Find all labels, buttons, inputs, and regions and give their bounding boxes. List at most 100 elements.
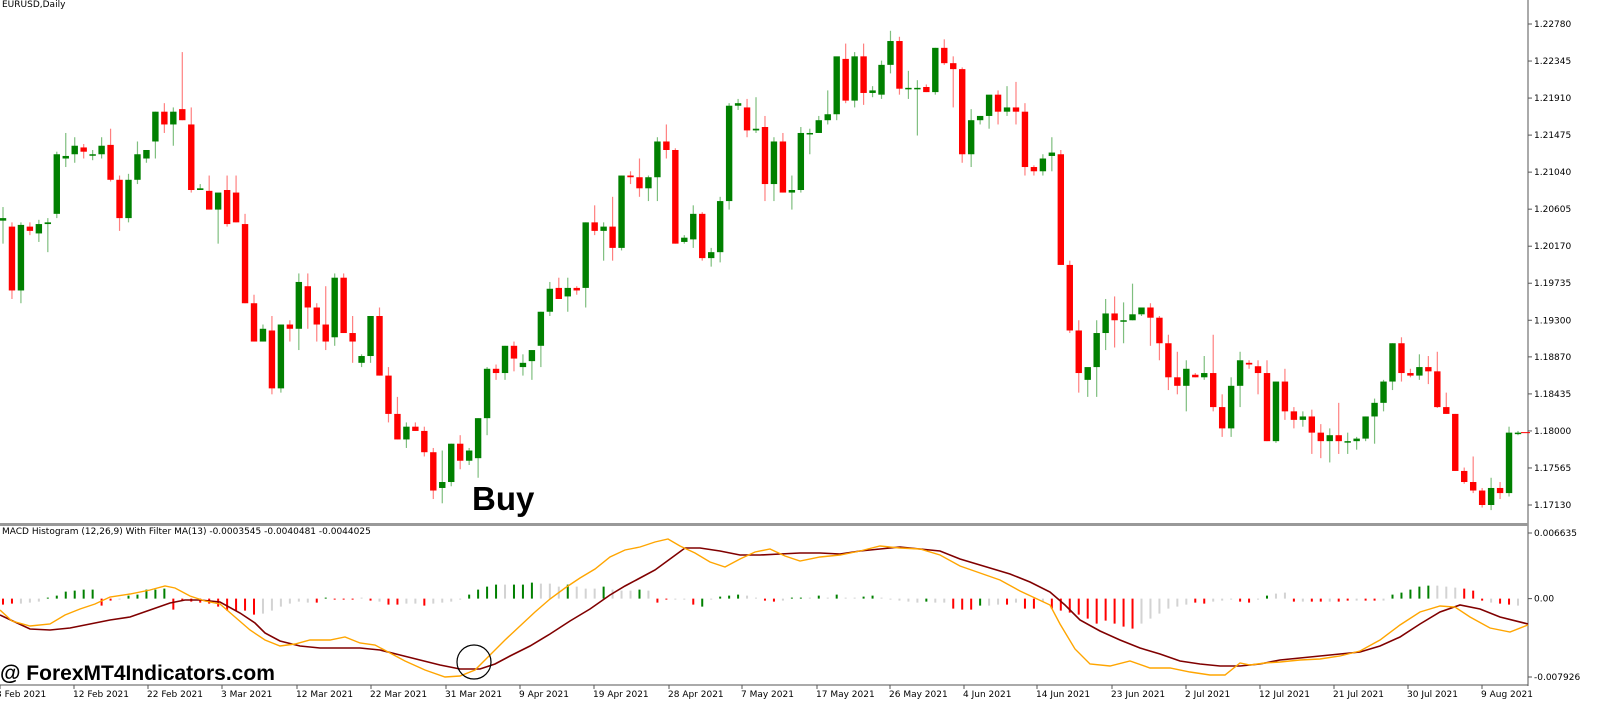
candle <box>555 277 562 299</box>
candle <box>358 354 365 368</box>
candle <box>1326 428 1333 463</box>
candle <box>322 286 329 351</box>
candle <box>1138 307 1145 317</box>
date-tick-label: 22 Mar 2021 <box>370 690 427 700</box>
candle <box>259 324 267 342</box>
candle <box>1227 377 1235 437</box>
candle <box>456 435 464 470</box>
candle <box>1245 360 1253 369</box>
price-tick-label: 1.22780 <box>1534 20 1571 30</box>
candle <box>1452 413 1459 471</box>
candle <box>35 219 43 242</box>
candle <box>618 175 625 251</box>
candle <box>1129 283 1136 321</box>
date-tick-label: 17 May 2021 <box>816 690 875 700</box>
candle <box>367 316 374 363</box>
candle <box>1478 487 1486 508</box>
candle <box>761 115 769 202</box>
indicator-tick-label: -0.007926 <box>1534 673 1580 683</box>
candle <box>1362 416 1369 442</box>
candle <box>1416 354 1423 380</box>
indicator-tick-label: 0.00 <box>1534 595 1554 605</box>
candle <box>1066 260 1073 334</box>
candle <box>923 84 930 93</box>
candle <box>1183 360 1190 412</box>
date-tick-label: 23 Jun 2021 <box>1111 690 1165 700</box>
candle <box>941 39 948 65</box>
candle <box>313 303 320 342</box>
date-tick-label: 12 Feb 2021 <box>73 690 129 700</box>
candle <box>62 132 69 168</box>
candle <box>1120 302 1127 344</box>
candle <box>1469 456 1477 494</box>
candle <box>1201 356 1208 380</box>
candle <box>143 149 150 163</box>
date-tick-label: 3 Feb 2021 <box>0 690 46 700</box>
candle <box>636 158 643 197</box>
date-tick-label: 12 Jul 2021 <box>1259 690 1310 700</box>
candle <box>582 222 589 308</box>
price-tick-label: 1.19735 <box>1534 279 1571 289</box>
indicator-axis: 0.006635 0.00 -0.007926 <box>1528 529 1580 683</box>
price-tick-label: 1.21910 <box>1534 94 1571 104</box>
candle <box>959 67 966 163</box>
candle <box>546 281 554 317</box>
candlesticks <box>0 30 1522 511</box>
candle <box>788 175 796 210</box>
candle <box>591 205 598 236</box>
candle <box>842 43 849 104</box>
pane-separator[interactable] <box>0 523 1528 526</box>
candle <box>1021 103 1029 176</box>
candle <box>815 115 822 133</box>
date-tick-label: 9 Apr 2021 <box>519 690 569 700</box>
candle <box>1461 467 1468 484</box>
candle <box>1218 394 1226 437</box>
candle <box>681 235 688 244</box>
candle <box>690 205 697 248</box>
candle <box>976 115 984 125</box>
candle <box>734 98 742 110</box>
candle <box>268 316 276 395</box>
candle <box>241 213 249 304</box>
candle <box>1290 407 1298 429</box>
candle <box>125 173 132 223</box>
candle <box>44 218 52 253</box>
candle <box>1299 411 1307 427</box>
candle <box>179 52 186 121</box>
price-tick-label: 1.18000 <box>1534 427 1571 437</box>
candle <box>1496 482 1504 500</box>
candle <box>1039 154 1047 176</box>
candle <box>887 30 894 74</box>
candle <box>1263 360 1271 442</box>
candle <box>1165 334 1172 391</box>
candle <box>985 94 993 129</box>
candle <box>89 149 96 161</box>
date-tick-label: 9 Aug 2021 <box>1481 690 1533 700</box>
candle <box>1281 368 1289 420</box>
candle <box>1425 356 1432 385</box>
candle <box>1487 477 1495 511</box>
candle <box>752 97 760 133</box>
candle <box>1147 303 1154 346</box>
candle <box>833 56 840 121</box>
candle <box>1057 149 1065 265</box>
watermark: @ ForexMT4Indicators.com <box>0 662 275 685</box>
date-tick-label: 4 Jun 2021 <box>963 690 1011 700</box>
candle <box>412 422 419 431</box>
candle <box>197 184 204 191</box>
candle <box>1030 165 1038 176</box>
candle <box>223 175 231 227</box>
candle <box>8 222 16 299</box>
candle <box>26 222 34 236</box>
candle <box>250 294 258 342</box>
candle <box>743 98 751 138</box>
price-tick-label: 1.20170 <box>1534 242 1571 252</box>
candle <box>331 273 338 346</box>
candle <box>1407 368 1414 378</box>
candle <box>869 86 876 98</box>
candle <box>1308 409 1316 454</box>
candle <box>1156 316 1163 361</box>
candle <box>1048 137 1056 172</box>
